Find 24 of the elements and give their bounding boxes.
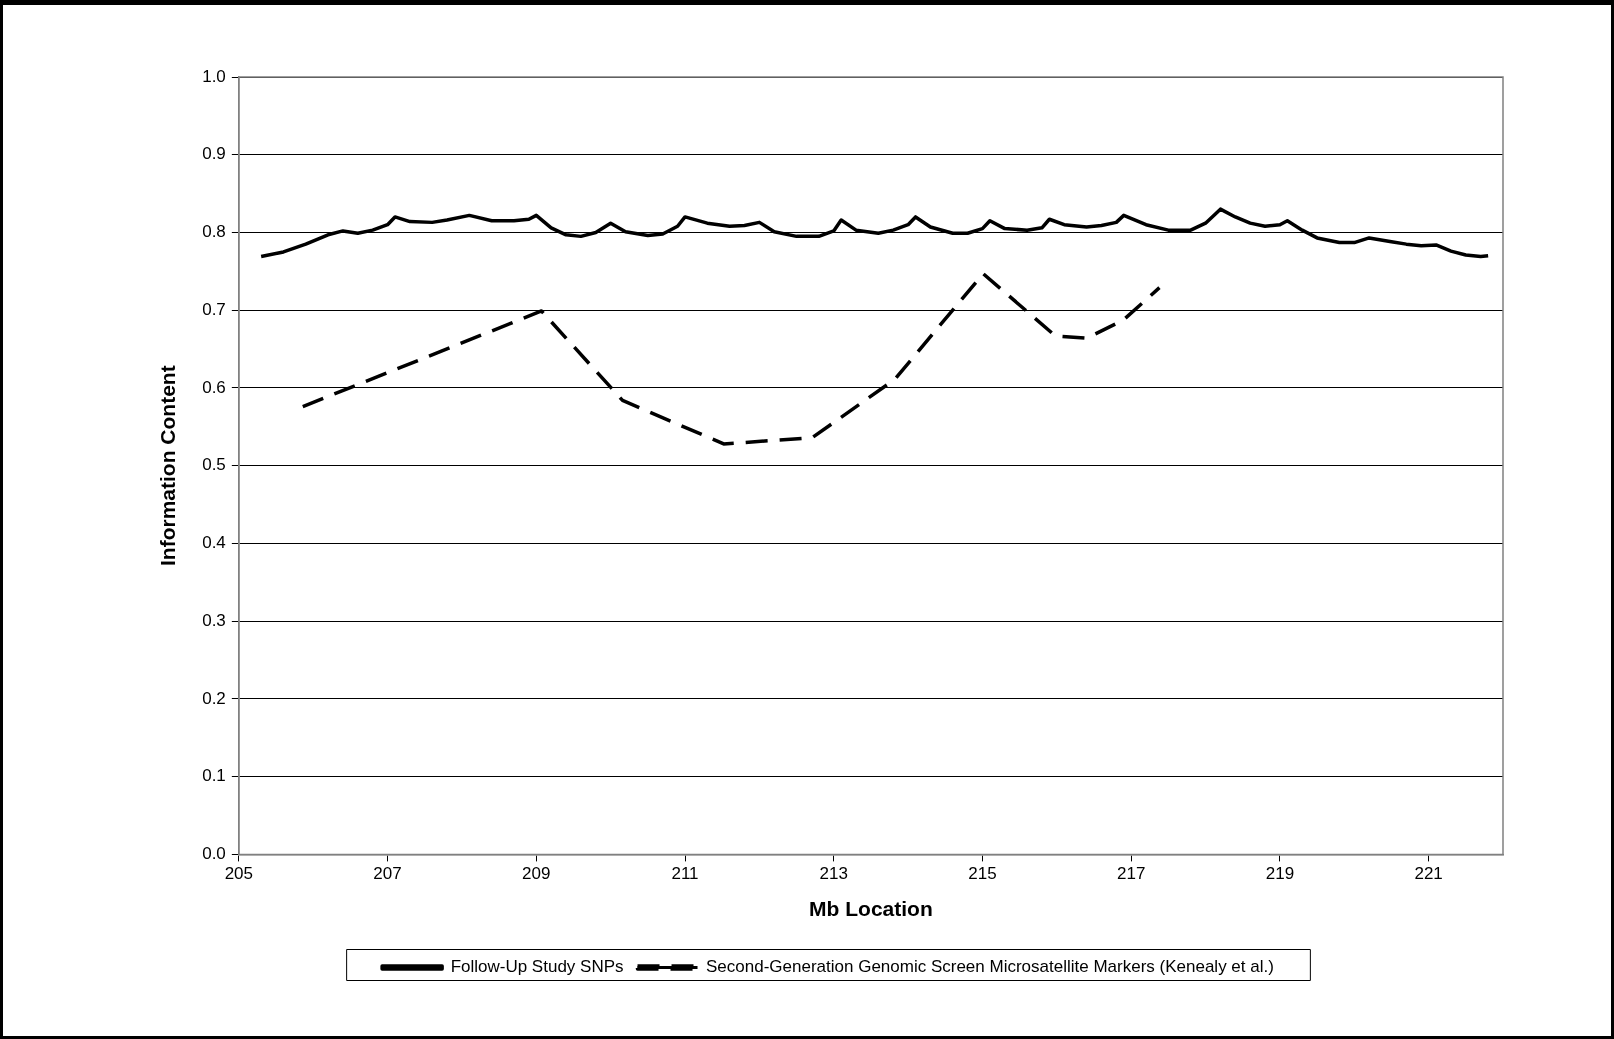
x-tick-label: 217 — [1117, 864, 1146, 884]
x-tick-label: 215 — [968, 864, 997, 884]
y-tick-label: 1.0 — [202, 66, 226, 86]
x-tick-label: 207 — [373, 864, 402, 884]
x-tick-label: 211 — [671, 864, 699, 884]
y-tick-label: 0.2 — [202, 688, 226, 708]
x-tick-label: 219 — [1265, 864, 1295, 884]
x-tick-label: 205 — [224, 864, 254, 884]
y-axis-title: Information Content — [156, 365, 180, 567]
y-tick-label: 0.8 — [202, 222, 226, 242]
y-tick-label: 0.5 — [202, 455, 226, 475]
legend-label: Second-Generation Genomic Screen Microsatellite Markers (Kenealy et al.) — [706, 957, 1274, 977]
y-tick-label: 0.0 — [202, 844, 226, 864]
x-tick-label: 209 — [522, 864, 551, 884]
y-tick-label: 0.1 — [202, 766, 226, 786]
y-tick-label: 0.3 — [202, 610, 226, 630]
y-tick-label: 0.4 — [202, 533, 226, 553]
x-tick-label: 221 — [1414, 864, 1443, 884]
x-tick-label: 213 — [819, 864, 848, 884]
y-tick-label: 0.7 — [202, 299, 226, 319]
legend-label: Follow-Up Study SNPs — [450, 957, 624, 977]
x-axis-title: Mb Location — [809, 897, 933, 921]
y-tick-label: 0.9 — [202, 144, 226, 164]
y-tick-label: 0.6 — [202, 377, 226, 397]
